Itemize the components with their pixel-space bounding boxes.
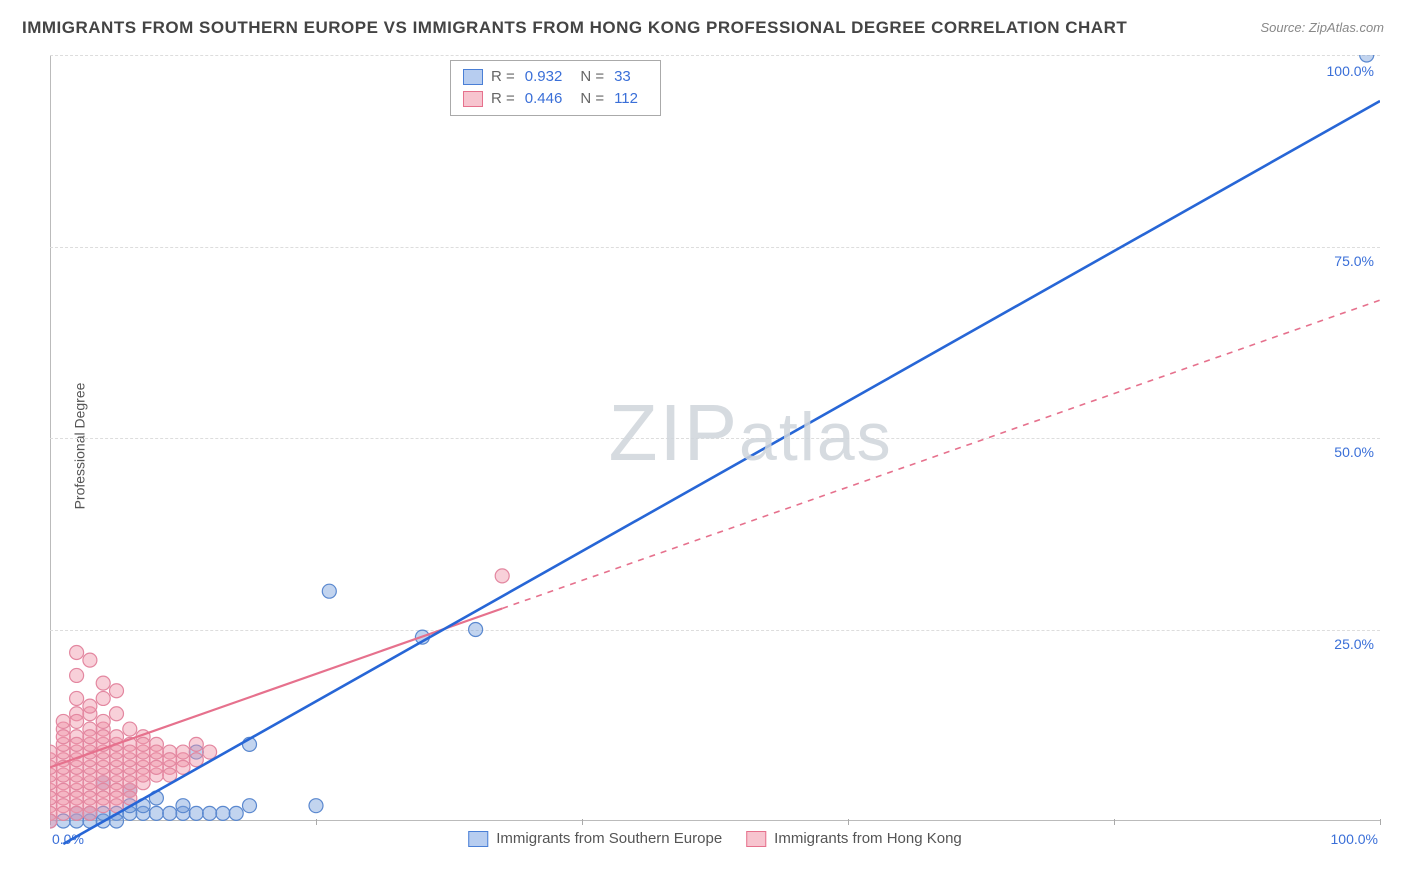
bottom-legend-label-2: Immigrants from Hong Kong: [774, 830, 962, 847]
n-value-1: 33: [614, 66, 631, 88]
stats-legend: R = 0.932 N = 33 R = 0.446 N = 112: [450, 60, 661, 116]
bottom-swatch-blue: [468, 831, 488, 847]
source-attribution: Source: ZipAtlas.com: [1260, 20, 1384, 35]
plot-area: 25.0%50.0%75.0%100.0% 0.0% 100.0% ZIPatl…: [50, 55, 1380, 845]
legend-swatch-pink: [463, 91, 483, 107]
r-value-1: 0.932: [525, 66, 563, 88]
stats-legend-row-1: R = 0.932 N = 33: [463, 66, 648, 88]
n-value-2: 112: [614, 88, 638, 110]
bottom-legend-item-2: Immigrants from Hong Kong: [746, 830, 962, 847]
r-label: R =: [491, 66, 515, 88]
chart-title: IMMIGRANTS FROM SOUTHERN EUROPE VS IMMIG…: [22, 18, 1127, 38]
chart-canvas: [50, 55, 1380, 845]
n-label: N =: [580, 88, 604, 110]
r-value-2: 0.446: [525, 88, 563, 110]
r-label: R =: [491, 88, 515, 110]
bottom-legend-label-1: Immigrants from Southern Europe: [496, 830, 722, 847]
bottom-swatch-pink: [746, 831, 766, 847]
stats-legend-row-2: R = 0.446 N = 112: [463, 88, 648, 110]
bottom-legend: Immigrants from Southern Europe Immigran…: [468, 830, 962, 847]
legend-swatch-blue: [463, 69, 483, 85]
bottom-legend-item-1: Immigrants from Southern Europe: [468, 830, 722, 847]
n-label: N =: [580, 66, 604, 88]
